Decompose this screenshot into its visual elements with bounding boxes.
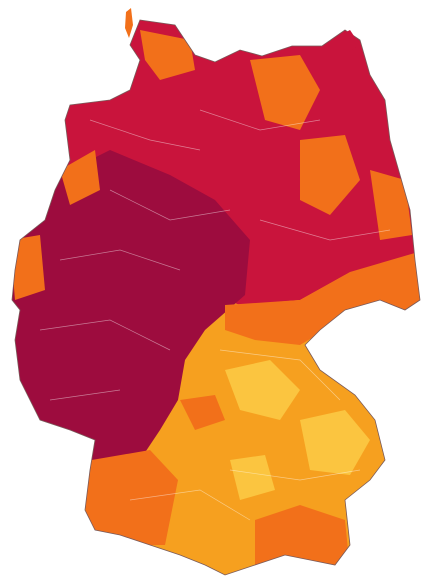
region-orange-southwest	[80, 450, 178, 545]
region-orange-spot	[180, 395, 225, 430]
region-orange-coast	[140, 30, 195, 80]
region-yellow-3	[230, 455, 275, 500]
island-ruegen	[335, 30, 360, 52]
region-orange-east-border	[370, 170, 412, 240]
region-orange-westedge	[12, 235, 45, 300]
country-outline	[11, 19, 421, 576]
region-yellow-1	[225, 360, 300, 420]
region-orange-northeast	[300, 135, 360, 215]
district-borders	[39, 109, 391, 521]
island-sylt	[125, 8, 133, 38]
region-dark-red	[12, 150, 250, 470]
region-yellow-2	[300, 410, 370, 475]
region-orange-south	[255, 505, 350, 570]
region-orange-east	[225, 250, 420, 345]
region-orange-west	[60, 150, 100, 205]
region-orange-north	[250, 55, 320, 130]
